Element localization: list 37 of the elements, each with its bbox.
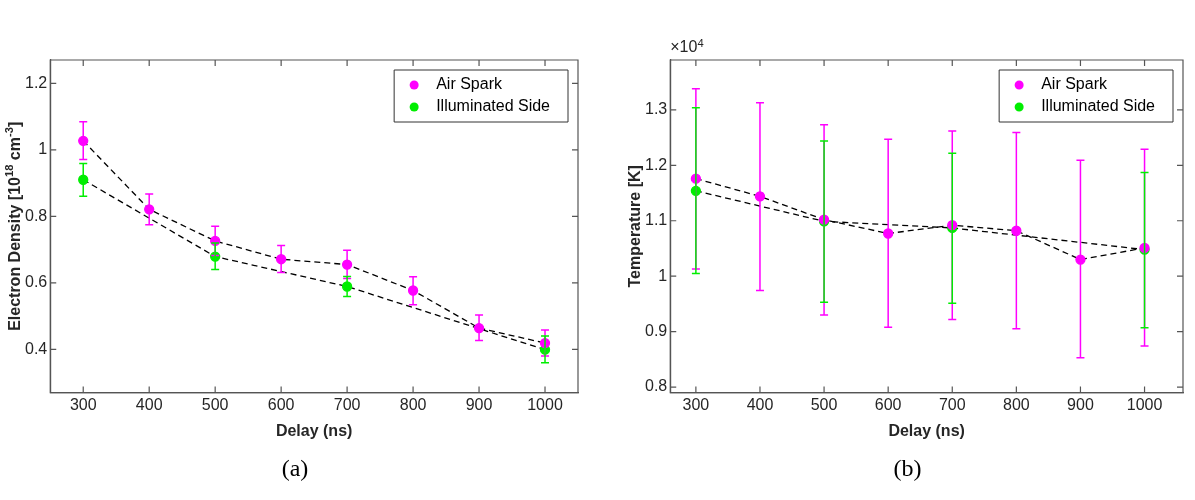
x-tick-label: 700 <box>333 395 361 413</box>
y-tick-label: 0.8 <box>24 206 48 224</box>
x-tick-label: 600 <box>267 395 295 413</box>
y-tick-label: 1 <box>38 140 48 158</box>
y-tick-label: 1 <box>658 266 668 284</box>
x-axis-title: Delay (ns) <box>275 421 353 439</box>
y-tick-label: 1.2 <box>24 73 48 91</box>
x-axis-title: Delay (ns) <box>888 421 965 439</box>
x-tick-label: 600 <box>874 395 902 413</box>
legend-label: Air Spark <box>1041 75 1108 93</box>
text: (a) <box>280 455 310 482</box>
x-tick-label: 800 <box>1003 395 1030 413</box>
y-tick-label: 0.6 <box>24 273 48 291</box>
x-tick-label: 700 <box>938 395 966 413</box>
y-tick-label: 1.1 <box>644 211 668 229</box>
y-tick-label: 0.9 <box>644 322 668 340</box>
legend-label: Air Spark <box>436 75 503 93</box>
x-tick-label: 1000 <box>527 395 563 413</box>
x-tick-label: 400 <box>135 395 163 413</box>
y-tick-label: 1.2 <box>644 155 668 173</box>
x-tick-label: 300 <box>69 395 97 413</box>
y-axis-title: Electron Density [1018 cm-3] <box>2 121 24 331</box>
legend-label: Illuminated Side <box>1041 97 1156 115</box>
x-tick-label: 400 <box>746 395 774 413</box>
legend-label: Illuminated Side <box>436 97 551 115</box>
x-tick-label: 500 <box>810 395 838 413</box>
y-tick-label: 0.4 <box>24 339 48 357</box>
y-tick-label: 0.8 <box>644 377 668 395</box>
y-axis-title: Temperature [K] <box>626 165 644 288</box>
x-tick-label: 900 <box>1067 395 1094 413</box>
text: (b) <box>892 455 923 482</box>
x-tick-label: 800 <box>399 395 427 413</box>
x-tick-label: 900 <box>465 395 493 413</box>
x-tick-label: 300 <box>682 395 710 413</box>
y-tick-label: 1.3 <box>644 100 668 118</box>
x-tick-label: 500 <box>201 395 229 413</box>
x-tick-label: 1000 <box>1126 395 1163 413</box>
